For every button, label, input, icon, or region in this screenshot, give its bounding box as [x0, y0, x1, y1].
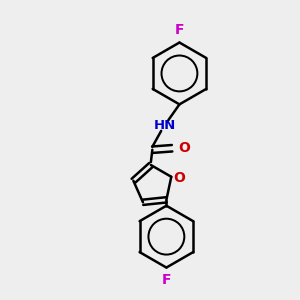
- Text: O: O: [178, 141, 190, 155]
- Text: O: O: [173, 171, 185, 185]
- Text: F: F: [175, 23, 184, 37]
- Text: F: F: [162, 273, 171, 287]
- Text: HN: HN: [154, 119, 176, 132]
